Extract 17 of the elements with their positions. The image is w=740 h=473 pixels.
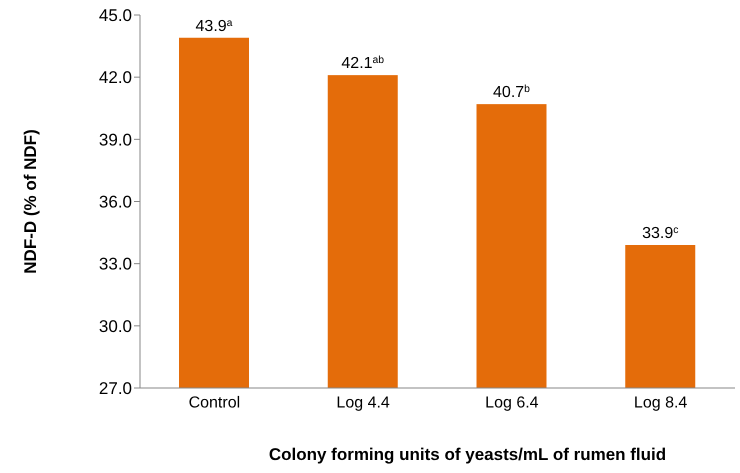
x-tick-label: Log 8.4 [634, 394, 688, 412]
y-axis-title: NDF-D (% of NDF) [21, 129, 40, 274]
data-label: 43.9$^{a}$ [196, 17, 233, 35]
y-tick-label: 39.0 [98, 130, 132, 150]
data-label: 40.7$^{b}$ [493, 84, 530, 102]
y-tick-label: 33.0 [98, 254, 132, 274]
y-tick-label: 45.0 [98, 6, 132, 26]
data-label: 42.1$^{ab}$ [341, 54, 384, 72]
x-tick-label: Control [188, 394, 240, 412]
y-tick-label: 30.0 [98, 316, 132, 336]
x-axis-title: Colony forming units of yeasts/mL of rumen fluid [268, 445, 666, 464]
y-tick-label: 42.0 [98, 68, 132, 88]
y-tick-label: 27.0 [98, 379, 132, 398]
y-tick-label: 36.0 [98, 192, 132, 212]
data-label: 33.9$^{c}$ [642, 224, 678, 242]
x-tick-label: Log 6.4 [485, 394, 539, 412]
x-tick-label: Log 4.4 [336, 394, 390, 412]
